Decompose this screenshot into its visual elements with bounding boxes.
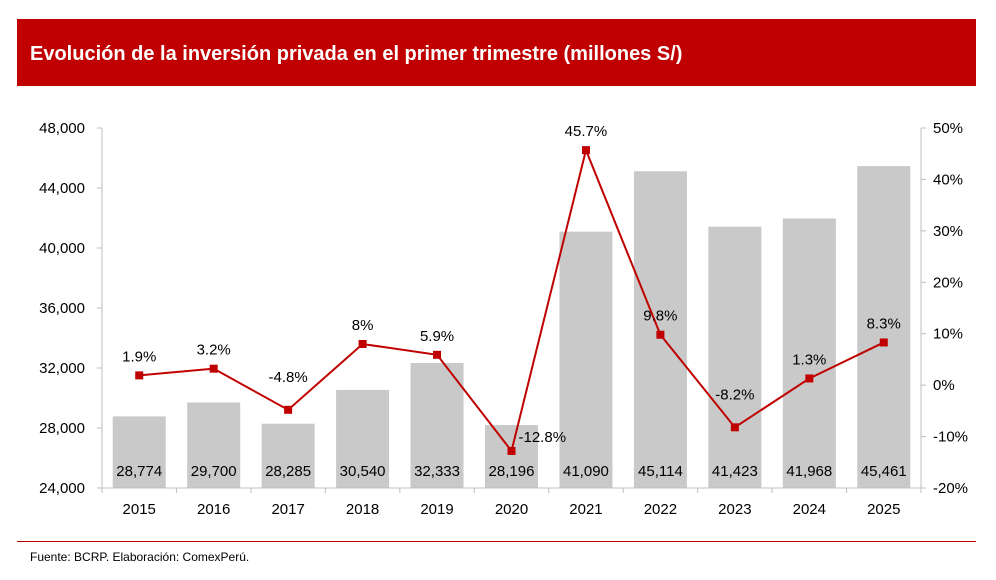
growth-label-2021: 45.7% xyxy=(565,123,608,140)
bar-2022 xyxy=(633,171,687,489)
left-tick-label: 36,000 xyxy=(39,300,85,317)
bar-2020 xyxy=(485,425,538,488)
left-tick-label: 40,000 xyxy=(39,240,85,257)
growth-point-2023 xyxy=(730,423,739,432)
right-tick-label: 40% xyxy=(933,171,963,188)
bar-value-label-2015: 28,774 xyxy=(116,463,162,480)
bar-value-label-2021: 41,090 xyxy=(563,463,609,480)
bar-2017 xyxy=(261,423,315,488)
bar-2025 xyxy=(857,166,911,488)
chart-title: Evolución de la inversión privada en el … xyxy=(30,43,683,65)
growth-label-2016: 3.2% xyxy=(197,342,231,359)
bar-2015 xyxy=(112,416,166,488)
bar-2021 xyxy=(559,231,613,488)
growth-point-2025 xyxy=(879,338,888,347)
right-tick-label: 20% xyxy=(933,274,963,291)
growth-point-2016 xyxy=(209,364,218,373)
right-tick-label: -10% xyxy=(933,429,968,446)
x-tick-label-2021: 2021 xyxy=(569,501,602,518)
footer-divider xyxy=(17,541,976,542)
left-tick-label: 44,000 xyxy=(39,180,85,197)
x-tick-label-2024: 2024 xyxy=(793,501,826,518)
bar-value-label-2018: 30,540 xyxy=(340,463,386,480)
x-tick-label-2025: 2025 xyxy=(867,501,900,518)
chart-title-banner: Evolución de la inversión privada en el … xyxy=(17,19,976,86)
growth-point-2021 xyxy=(581,146,590,155)
x-tick-label-2015: 2015 xyxy=(123,501,156,518)
bar-value-label-2017: 28,285 xyxy=(265,463,311,480)
growth-label-2024: 1.3% xyxy=(792,351,826,368)
x-tick-label-2019: 2019 xyxy=(420,501,453,518)
growth-label-2020: -12.8% xyxy=(519,429,567,446)
right-tick-label: 30% xyxy=(933,223,963,240)
bar-value-label-2024: 41,968 xyxy=(786,463,832,480)
growth-label-2018: 8% xyxy=(352,317,374,334)
right-tick-label: 0% xyxy=(933,377,955,394)
growth-label-2015: 1.9% xyxy=(122,348,156,365)
growth-point-2022 xyxy=(656,330,665,339)
left-tick-label: 24,000 xyxy=(39,480,85,497)
bar-2018 xyxy=(336,389,390,488)
source-note: Fuente: BCRP. Elaboración: ComexPerú. xyxy=(30,550,250,564)
left-tick-label: 32,000 xyxy=(39,360,85,377)
growth-label-2017: -4.8% xyxy=(269,369,308,386)
growth-point-2017 xyxy=(284,405,293,414)
bar-value-label-2016: 29,700 xyxy=(191,463,237,480)
growth-point-2015 xyxy=(135,371,144,380)
growth-point-2024 xyxy=(805,374,814,383)
growth-label-2022: 9.8% xyxy=(643,308,677,325)
growth-label-2023: -8.2% xyxy=(715,386,754,403)
x-tick-label-2017: 2017 xyxy=(271,501,304,518)
growth-label-2025: 8.3% xyxy=(867,315,901,332)
x-tick-label-2020: 2020 xyxy=(495,501,528,518)
bar-2023 xyxy=(708,226,762,488)
growth-point-2020 xyxy=(507,446,516,455)
x-tick-label-2022: 2022 xyxy=(644,501,677,518)
growth-point-2019 xyxy=(433,350,442,359)
bar-2019 xyxy=(410,363,464,488)
x-tick-label-2018: 2018 xyxy=(346,501,379,518)
growth-point-2018 xyxy=(358,340,367,348)
bar-value-label-2022: 45,114 xyxy=(638,463,683,480)
bar-value-label-2023: 41,423 xyxy=(712,463,758,480)
bar-2016 xyxy=(187,402,241,488)
bar-value-label-2020: 28,196 xyxy=(489,463,535,480)
bar-value-label-2025: 45,461 xyxy=(861,463,907,480)
x-tick-label-2016: 2016 xyxy=(197,501,230,518)
left-tick-label: 48,000 xyxy=(39,120,85,137)
bar-2024 xyxy=(782,218,836,489)
right-tick-label: 50% xyxy=(933,120,963,137)
growth-label-2019: 5.9% xyxy=(420,328,454,345)
right-tick-label: 10% xyxy=(933,326,963,343)
left-tick-label: 28,000 xyxy=(39,420,85,437)
right-tick-label: -20% xyxy=(933,480,968,497)
bar-value-label-2019: 32,333 xyxy=(414,463,460,480)
x-tick-label-2023: 2023 xyxy=(718,501,751,518)
growth-line xyxy=(139,146,885,454)
